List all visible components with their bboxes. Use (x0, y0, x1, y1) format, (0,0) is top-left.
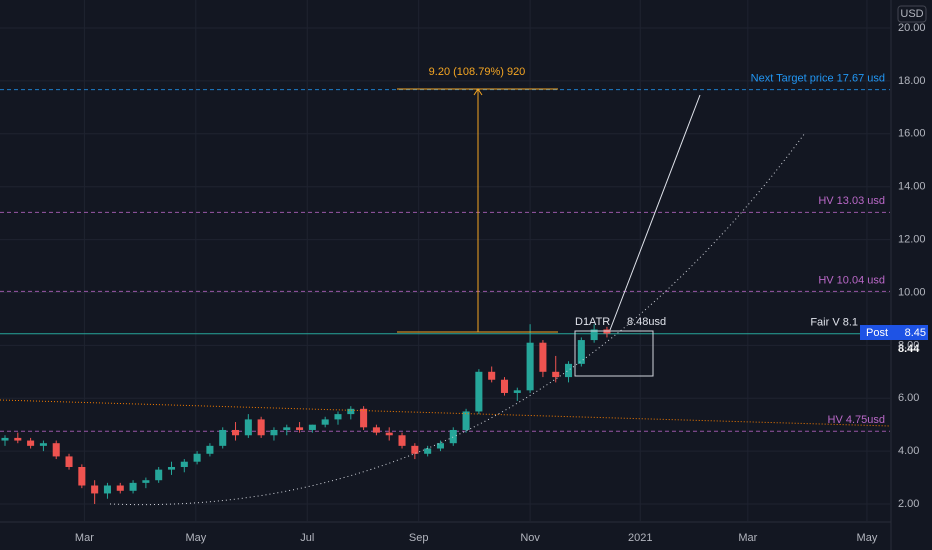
candle-body (475, 371, 483, 412)
y-tick-label: 8.00 (898, 339, 919, 351)
candle-body (116, 485, 124, 491)
candle-body (155, 469, 163, 481)
x-tick-label: Jul (300, 532, 314, 544)
x-tick-label: May (185, 532, 206, 544)
y-tick-label: 18.00 (898, 75, 926, 87)
x-tick-label: Nov (520, 532, 540, 544)
candle-body (296, 427, 304, 430)
candle-body (360, 408, 368, 428)
candle-body (590, 329, 598, 341)
candle-body (372, 427, 380, 433)
measure-tool (397, 88, 558, 333)
x-tick-label: Mar (738, 532, 757, 544)
x-tick-label: Sep (409, 532, 429, 544)
candle-body (526, 342, 534, 391)
currency: USD (900, 8, 923, 20)
candle-body (565, 363, 573, 378)
candle-body (488, 371, 496, 380)
x-tick-label: 2021 (628, 532, 652, 544)
curve-projection (109, 132, 806, 506)
y-tick-label: 6.00 (898, 392, 919, 404)
level-label: HV 10.04 usd (818, 274, 885, 286)
y-tick-label: 12.00 (898, 233, 926, 245)
last-price: 8.44 (898, 343, 920, 355)
y-tick-label: 14.00 (898, 181, 926, 193)
candle-body (500, 379, 509, 393)
candle-body (142, 480, 150, 483)
candle-body (347, 408, 355, 415)
candle-body (539, 342, 547, 372)
candle-body (424, 448, 432, 454)
candle-body (385, 432, 393, 436)
candle-body (65, 456, 73, 467)
candle-body (449, 429, 457, 444)
candle-body (577, 340, 585, 364)
candle-body (462, 411, 470, 430)
y-tick-label: 10.00 (898, 286, 926, 298)
candle-body (39, 443, 47, 446)
candle-body (257, 419, 265, 436)
box-value: 8.48usd (627, 316, 666, 328)
candle-body (334, 414, 342, 420)
trend-line (0, 399, 891, 427)
candle-body (129, 482, 137, 491)
candle-body (552, 371, 560, 378)
candle-body (27, 440, 35, 446)
candle-body (14, 437, 22, 441)
candle-body (91, 485, 99, 494)
level-label: HV 4.75usd (828, 414, 885, 426)
candle-body (167, 466, 176, 470)
post-value: 8.45 (905, 327, 926, 339)
level-label: HV 13.03 usd (818, 195, 885, 207)
candle-body (180, 461, 188, 467)
y-tick-label: 2.00 (898, 498, 919, 510)
candle-body (308, 424, 316, 430)
y-tick-label: 16.00 (898, 128, 926, 140)
candle-body (244, 419, 252, 436)
post-badge (860, 325, 928, 340)
candle-body (78, 466, 86, 486)
x-tick-label: May (857, 532, 878, 544)
candle-body (206, 445, 214, 454)
fair-value-label: Fair V 8.1 (810, 317, 858, 329)
candle-body (1, 437, 9, 441)
candle-body (398, 435, 406, 446)
candle-body (232, 429, 240, 436)
candle-body (283, 427, 291, 430)
candle-body (270, 429, 278, 436)
measure-label: 9.20 (108.79%) 920 (429, 66, 526, 78)
atr-box (574, 330, 654, 377)
y-tick-label: 20.00 (898, 22, 926, 34)
x-tick-label: Mar (75, 532, 94, 544)
candle-body (193, 453, 201, 462)
currency-badge[interactable] (897, 5, 927, 23)
candle-body (321, 419, 329, 425)
candle-body (513, 390, 521, 393)
candle-body (52, 443, 60, 457)
post-label: Post (866, 327, 888, 339)
level-label: Next Target price 17.67 usd (751, 73, 885, 85)
arrow-line (609, 94, 701, 331)
candle-body (219, 429, 227, 446)
y-tick-label: 4.00 (898, 445, 919, 457)
candle-body (103, 485, 111, 494)
candle-body (436, 443, 444, 449)
box-label: D1ATR (575, 316, 610, 328)
candle-body (411, 445, 419, 454)
